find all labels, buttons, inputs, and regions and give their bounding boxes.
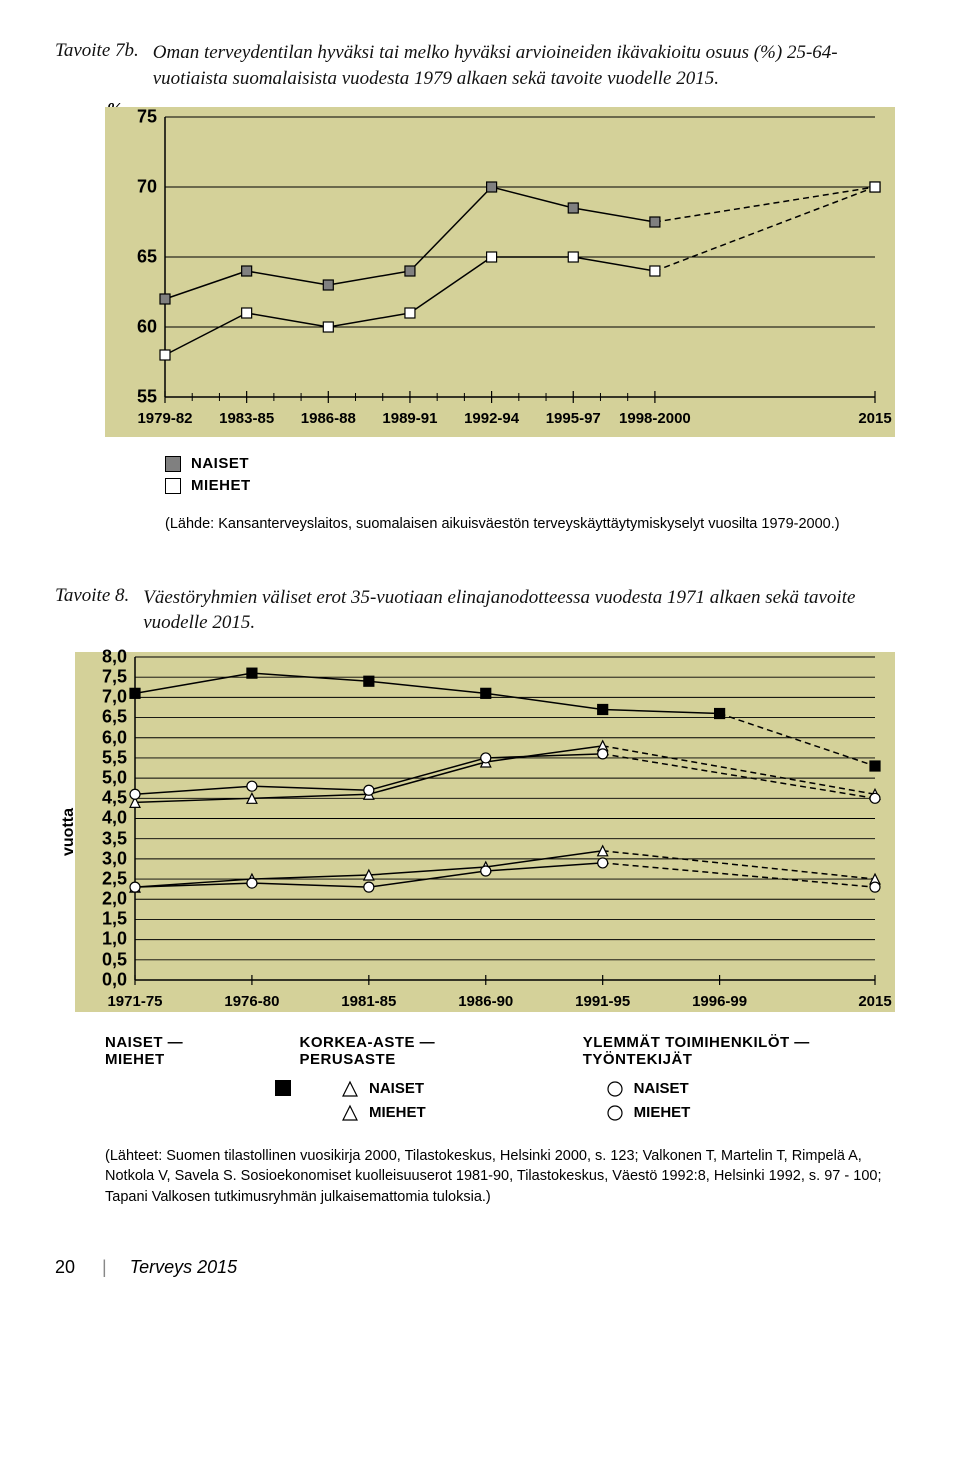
legend-miehet: MIEHET [165, 477, 905, 494]
legend-sq [275, 1080, 301, 1096]
chart7b-wrap: % 55606570751979-821983-851986-881989-91… [105, 107, 905, 534]
chart8-area: vuotta 0,00,51,01,52,02,53,03,54,04,55,0… [75, 652, 895, 1012]
chart8-caption: Tavoite 8. Väestöryhmien väliset erot 35… [55, 585, 905, 636]
chart8-source: (Lähteet: Suomen tilastollinen vuosikirj… [105, 1146, 905, 1207]
chart8-legend: NAISET — MIEHET KORKEA-ASTE — PERUSASTE … [105, 1034, 905, 1128]
chart7b-area: 55606570751979-821983-851986-881989-9119… [105, 107, 895, 437]
legend-tri-m: MIEHET [341, 1104, 426, 1122]
book-title: Terveys 2015 [130, 1257, 237, 1277]
page-footer: 20 | Terveys 2015 [55, 1257, 905, 1278]
chart7b-legend: NAISET MIEHET [165, 455, 905, 494]
legend-tri-n: NAISET [341, 1080, 426, 1098]
chart7b-caption: Tavoite 7b. Oman terveydentilan hyväksi … [55, 40, 905, 91]
chart8-ylabel: vuotta [60, 808, 78, 856]
page-number: 20 [55, 1257, 75, 1277]
legend-ci-m: MIEHET [606, 1104, 691, 1122]
chart7b-source: (Lähde: Kansanterveyslaitos, suomalaisen… [165, 514, 905, 534]
legend-naiset: NAISET [165, 455, 905, 472]
chart7b-label: Tavoite 7b. [55, 40, 139, 62]
legend-ci-n: NAISET [606, 1080, 691, 1098]
chart8-wrap: vuotta 0,00,51,01,52,02,53,03,54,04,55,0… [75, 652, 905, 1207]
chart8-text: Väestöryhmien väliset erot 35-vuotiaan e… [143, 585, 905, 636]
chart7b-text: Oman terveydentilan hyväksi tai melko hy… [153, 40, 905, 91]
legend-group-c: YLEMMÄT TOIMIHENKILÖT — TYÖNTEKIJÄT [583, 1034, 905, 1068]
chart8-label: Tavoite 8. [55, 585, 129, 607]
legend-group-a: NAISET — MIEHET [105, 1034, 240, 1068]
legend-group-b: KORKEA-ASTE — PERUSASTE [300, 1034, 523, 1068]
